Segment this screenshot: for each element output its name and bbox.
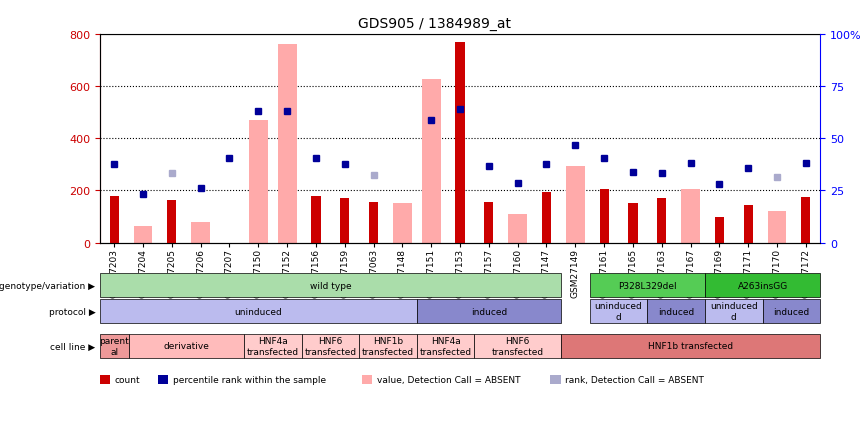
Bar — [340, 199, 350, 243]
Text: rank, Detection Call = ABSENT: rank, Detection Call = ABSENT — [565, 375, 704, 384]
Text: HNF4a
transfected: HNF4a transfected — [247, 336, 299, 356]
Bar — [681, 190, 700, 243]
Text: P328L329del: P328L329del — [618, 281, 677, 290]
Bar — [134, 226, 153, 243]
Bar — [191, 222, 210, 243]
Text: HNF6
transfected: HNF6 transfected — [305, 336, 357, 356]
Text: uninduced
d: uninduced d — [595, 302, 642, 321]
Bar — [312, 196, 320, 243]
Bar — [657, 199, 667, 243]
Text: value, Detection Call = ABSENT: value, Detection Call = ABSENT — [377, 375, 520, 384]
Bar — [801, 197, 811, 243]
Text: HNF6
transfected: HNF6 transfected — [491, 336, 543, 356]
Text: GDS905 / 1384989_at: GDS905 / 1384989_at — [358, 17, 510, 31]
Text: A263insGG: A263insGG — [738, 281, 788, 290]
Bar — [109, 196, 119, 243]
Text: HNF4a
transfected: HNF4a transfected — [419, 336, 471, 356]
Bar — [744, 205, 753, 243]
Bar — [509, 214, 527, 243]
Text: HNF1b transfected: HNF1b transfected — [648, 342, 733, 351]
Bar — [628, 204, 638, 243]
Text: induced: induced — [658, 307, 694, 316]
Text: HNF1b
transfected: HNF1b transfected — [362, 336, 414, 356]
Text: genotype/variation ▶: genotype/variation ▶ — [0, 281, 95, 290]
Bar — [484, 203, 494, 243]
Text: wild type: wild type — [310, 281, 352, 290]
Text: induced: induced — [773, 307, 810, 316]
Text: induced: induced — [470, 307, 507, 316]
Bar — [767, 212, 786, 243]
Bar — [600, 190, 608, 243]
Bar — [566, 166, 585, 243]
Text: uninduced: uninduced — [234, 307, 282, 316]
Bar — [542, 192, 551, 243]
Text: derivative: derivative — [163, 342, 209, 351]
Bar — [714, 217, 724, 243]
Text: parent
al: parent al — [99, 336, 129, 356]
Text: percentile rank within the sample: percentile rank within the sample — [173, 375, 326, 384]
Bar — [369, 203, 378, 243]
Text: uninduced
d: uninduced d — [710, 302, 758, 321]
Text: cell line ▶: cell line ▶ — [50, 342, 95, 351]
Bar — [249, 121, 267, 243]
Text: protocol ▶: protocol ▶ — [49, 307, 95, 316]
Bar — [393, 204, 411, 243]
Bar — [168, 200, 176, 243]
Bar — [278, 45, 297, 243]
Bar — [422, 80, 441, 243]
Text: count: count — [115, 375, 141, 384]
Bar — [456, 43, 464, 243]
